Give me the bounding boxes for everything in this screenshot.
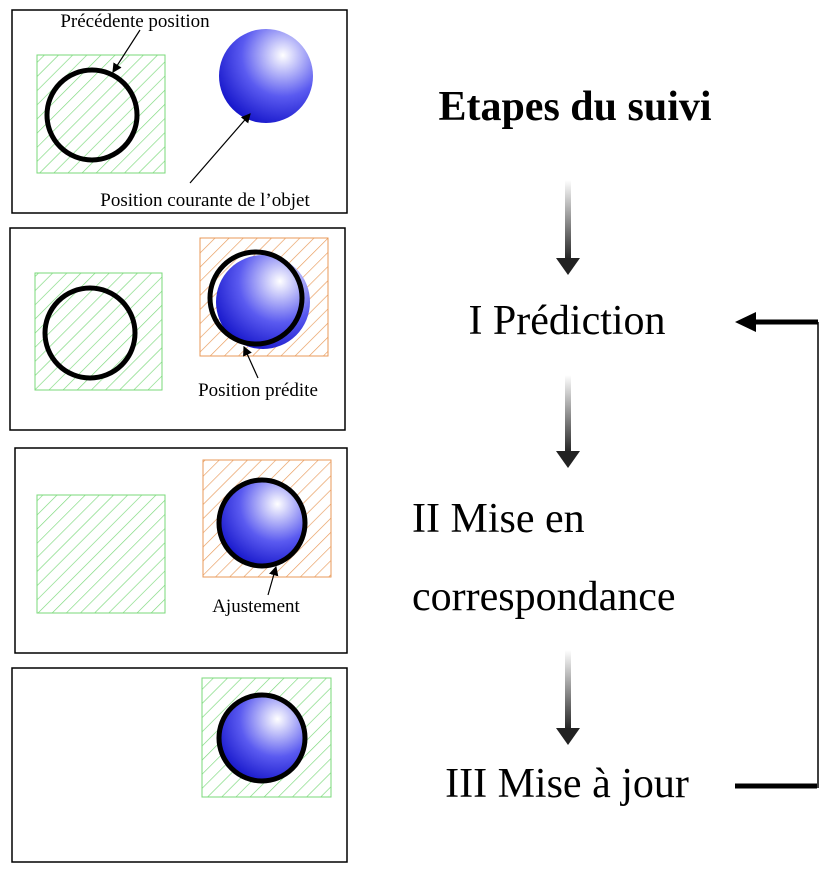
label: Position prédite [198,380,318,401]
panel: Ajustement [14,447,348,654]
title: Etapes du suivi [438,84,711,130]
step: III Mise à jour [445,761,689,807]
step-arrows [556,180,580,745]
label: Précédente position [60,11,210,32]
step: II Mise en [412,496,585,542]
feedback-loop [735,312,819,789]
label: Ajustement [212,596,300,617]
label: Position courante de l’objet [100,190,310,211]
step: I Prédiction [468,298,665,344]
panel: Précédente position Position courante de… [11,9,348,214]
panel [11,667,348,863]
panel: Position prédite [9,227,346,431]
step: correspondance [412,574,676,620]
